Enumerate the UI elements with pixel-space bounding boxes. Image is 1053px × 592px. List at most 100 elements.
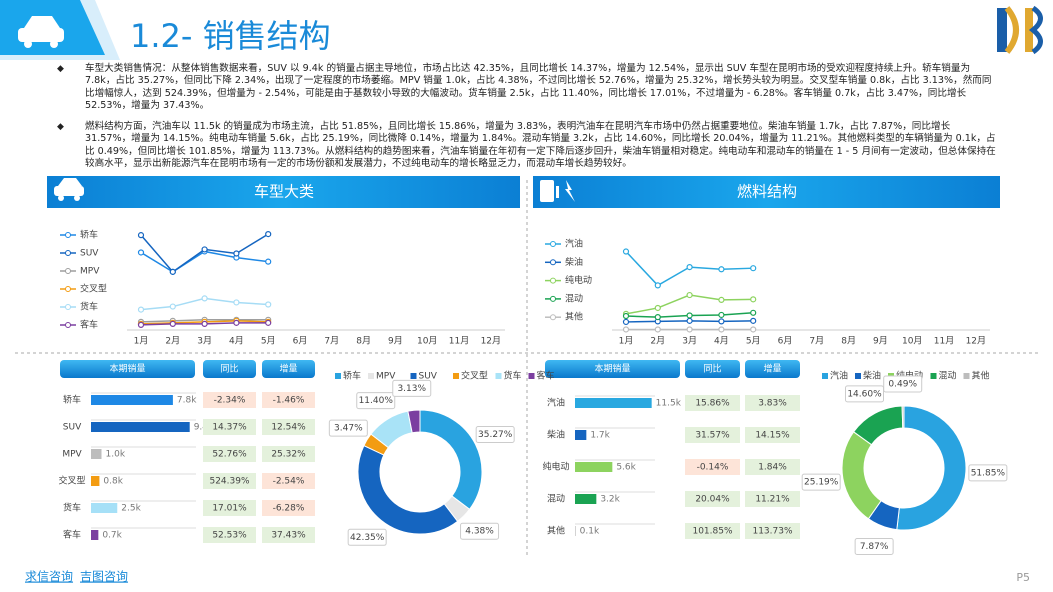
label-box	[356, 392, 396, 410]
label-box	[968, 464, 1008, 482]
legend-marker	[550, 259, 556, 266]
table-cell	[262, 446, 315, 462]
table-header	[262, 360, 315, 378]
value-label: 7.8k	[177, 396, 197, 406]
value-label: 0.7k	[102, 531, 122, 541]
category-label: MPV	[62, 450, 82, 460]
legend-swatch	[855, 373, 861, 379]
point	[233, 250, 240, 257]
table-cell-text: -0.14%	[697, 463, 729, 473]
point	[137, 306, 145, 313]
value-label: 3.47%	[334, 424, 363, 434]
legend-label: 货车	[504, 370, 522, 382]
legend-label: 汽油	[830, 370, 848, 382]
legend-label: 客车	[537, 370, 555, 382]
bar	[91, 503, 118, 513]
x-tick-label: 7月	[809, 336, 824, 347]
category-label: 纯电动	[542, 461, 569, 473]
table-header-label: 同比	[703, 363, 721, 375]
legend-label: 纯电动	[565, 274, 592, 286]
category-label: 其他	[547, 525, 565, 537]
table-header-label: 增量	[279, 363, 297, 375]
x-tick-label: 2月	[650, 336, 665, 347]
pie-slice	[896, 405, 967, 531]
paragraph: 车型大类销售情况：从整体销售数据来看，SUV 以 9.4k 的销量占据主导地位，…	[85, 63, 992, 112]
x-tick-label: 4月	[229, 336, 244, 347]
table-cell	[685, 491, 740, 507]
table-cell	[745, 427, 800, 443]
x-tick-label: 6月	[778, 336, 793, 347]
table-cell	[203, 446, 256, 462]
legend-label: 汽油	[565, 238, 583, 250]
table-cell	[745, 395, 800, 411]
category-label: 柴油	[547, 429, 565, 441]
table-header	[745, 360, 800, 378]
legend-label: MPV	[376, 372, 396, 382]
legend-label: MPV	[80, 267, 100, 277]
table-header	[545, 360, 680, 378]
category-label: 汽油	[547, 397, 565, 409]
legend-swatch	[528, 373, 535, 379]
point	[686, 291, 693, 299]
point	[137, 249, 145, 256]
x-tick-label: 10月	[902, 336, 922, 347]
point	[750, 326, 757, 333]
legend-swatch	[410, 373, 417, 379]
point	[718, 326, 725, 333]
table-header	[685, 360, 740, 378]
x-tick-label: 5月	[746, 336, 761, 347]
point	[750, 309, 757, 316]
legend-label: 交叉型	[80, 283, 107, 295]
table-header-label: 同比	[220, 363, 238, 375]
value-label: 0.1k	[580, 527, 600, 537]
value-label: 11.5k	[656, 399, 682, 409]
table-cell	[203, 527, 256, 543]
x-tick-label: 4月	[714, 336, 729, 347]
point	[686, 264, 693, 271]
bar	[91, 422, 190, 432]
point	[265, 231, 272, 238]
legend-swatch	[368, 373, 374, 379]
panel-title: 燃料结构	[737, 183, 797, 201]
table-cell-text: 52.76%	[212, 450, 247, 460]
table-cell-text: 1.84%	[758, 463, 787, 473]
table-cell-text: 14.15%	[755, 431, 790, 441]
panel-fuel-icon	[540, 180, 575, 202]
legend-swatch	[930, 373, 937, 379]
legend-label: 其他	[972, 370, 990, 382]
bullet-marker: ◆	[57, 122, 64, 132]
point	[622, 312, 630, 320]
table-cell	[745, 523, 800, 539]
table-header-label: 本期销量	[594, 363, 630, 375]
paragraph: 燃料结构方面，汽油车以 11.5k 的销量成为市场主流，占比 51.85%，且同…	[85, 121, 996, 170]
table-cell-text: -1.46%	[273, 396, 305, 406]
table-cell	[203, 392, 256, 408]
bullet-marker: ◆	[57, 64, 64, 74]
label-box	[328, 419, 368, 437]
legend-label: 轿车	[343, 370, 361, 382]
table-cell	[262, 500, 315, 516]
table-cell-text: 52.53%	[212, 531, 247, 541]
table-cell-text: 37.43%	[271, 531, 306, 541]
bar	[91, 449, 102, 459]
label-box	[392, 379, 432, 397]
table-cell-text: 101.85%	[692, 527, 732, 537]
point	[233, 299, 240, 306]
category-label: SUV	[63, 423, 82, 433]
value-label: 14.60%	[847, 389, 882, 399]
table-cell	[262, 392, 315, 408]
pie-slice	[407, 409, 421, 434]
bar	[91, 395, 173, 405]
point	[718, 311, 725, 319]
point	[622, 248, 630, 255]
point	[201, 320, 208, 327]
table-cell	[745, 459, 800, 475]
footer-brand: 求信咨询	[25, 569, 73, 584]
legend-marker	[65, 322, 71, 328]
value-label: 0.8k	[103, 477, 123, 487]
header-car-icon	[18, 16, 64, 48]
table-cell	[685, 523, 740, 539]
table-cell-text: 15.86%	[695, 399, 730, 409]
point	[654, 314, 661, 321]
label-box	[347, 528, 387, 546]
